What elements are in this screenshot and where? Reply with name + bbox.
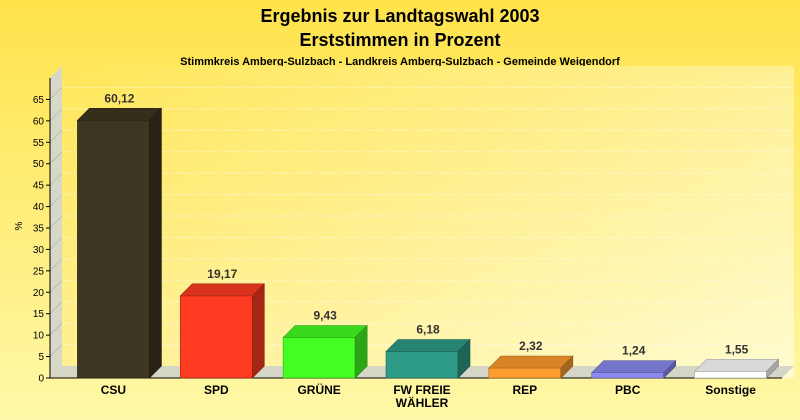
x-tick-label: WÄHLER	[396, 395, 449, 410]
x-tick-label: GRÜNE	[297, 382, 340, 397]
bar-top	[179, 283, 266, 297]
y-tick-label: 5	[38, 352, 44, 363]
bar	[694, 371, 767, 379]
bar-side	[663, 359, 677, 379]
x-tick-label: FW FREIE	[393, 383, 450, 397]
chart-subtitle: Stimmkreis Amberg-Sulzbach - Landkreis A…	[180, 56, 620, 68]
bar	[488, 367, 562, 379]
bar	[385, 351, 459, 379]
bar-top	[282, 325, 368, 338]
bar-side	[560, 355, 574, 379]
y-tick-label: 30	[33, 245, 45, 256]
bar-top	[385, 339, 471, 352]
bar-side	[457, 338, 471, 379]
bar-value-label: 1,55	[725, 342, 749, 356]
bar-side	[251, 283, 265, 379]
gridline-side	[49, 237, 63, 250]
bar-top	[590, 360, 677, 373]
gridline-side	[49, 194, 63, 207]
y-tick-label: 20	[33, 288, 45, 299]
bar-value-label: 6,18	[416, 323, 440, 337]
y-tick-label: 55	[33, 138, 45, 149]
bar-side	[354, 324, 368, 379]
bar-top	[693, 359, 780, 372]
y-tick-label: 35	[33, 224, 45, 235]
plot-area: 0 5 10 15 20 25 30 35 40 45 50 55 60 65 60,12 CSU 19,17 S…	[33, 66, 794, 410]
x-tick-label: CSU	[101, 383, 126, 397]
bar	[282, 337, 356, 379]
bar	[77, 120, 150, 379]
gridline-side	[49, 151, 63, 165]
bar	[591, 372, 665, 379]
gridline-side	[49, 322, 63, 336]
bar-side	[766, 358, 779, 379]
bar-top	[488, 355, 574, 369]
bar-value-label: 1,24	[622, 344, 646, 358]
gridline-side	[49, 301, 63, 315]
bar-value-label: 19,17	[207, 267, 237, 281]
x-tick-label: PBC	[615, 383, 641, 397]
y-tick-label: 65	[33, 95, 45, 106]
y-tick-label: 15	[33, 309, 45, 320]
y-tick-label: 50	[33, 159, 45, 170]
bar-top	[76, 108, 163, 121]
y-axis-label: %	[14, 221, 25, 230]
gridline-side	[49, 344, 63, 357]
x-tick-label: SPD	[204, 383, 229, 397]
gridline-side	[49, 108, 63, 122]
gridline-side	[49, 215, 63, 229]
bar-value-label: 9,43	[313, 309, 337, 323]
y-tick-label: 0	[38, 374, 44, 385]
gridline-side	[49, 258, 63, 272]
y-tick-label: 25	[33, 266, 45, 277]
y-tick-label: 60	[33, 116, 45, 127]
x-tick-label: REP	[513, 383, 538, 397]
bar	[179, 295, 253, 379]
gridline-side	[49, 279, 63, 293]
bar-value-label: 2,32	[519, 339, 543, 353]
x-tick-label: Sonstige	[705, 383, 756, 397]
y-tick-label: 45	[33, 181, 45, 192]
chart-title: Ergebnis zur Landtagswahl 2003	[260, 6, 539, 26]
bar-side	[149, 107, 162, 379]
gridline-side	[49, 129, 63, 143]
bar-value-label: 60,12	[104, 91, 134, 105]
chart-title-line2: Erststimmen in Prozent	[299, 30, 500, 50]
gridline-side	[49, 172, 63, 186]
y-tick-label: 40	[33, 202, 45, 213]
gridline-side	[49, 87, 63, 100]
y-tick-label: 10	[33, 331, 45, 342]
